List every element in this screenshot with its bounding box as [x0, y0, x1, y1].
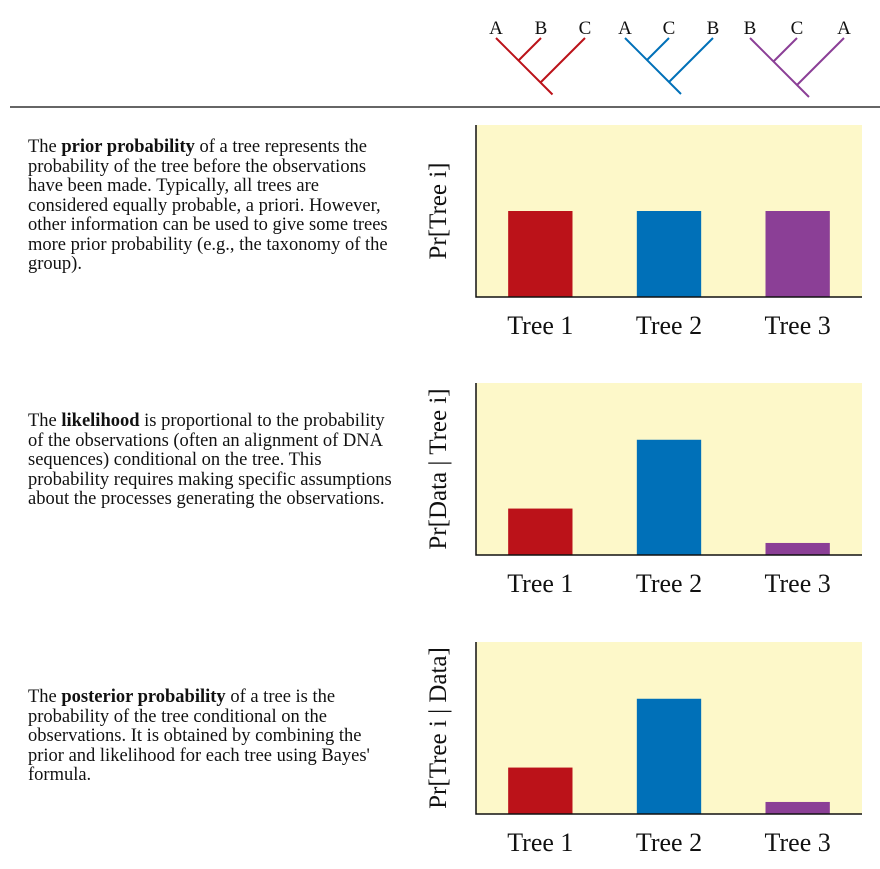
- leaf-label: A: [489, 18, 503, 39]
- leaf-label: A: [618, 18, 632, 39]
- bar: [765, 801, 830, 814]
- bar: [636, 698, 702, 814]
- tree-branch: [624, 37, 714, 95]
- x-tick-label: Tree 3: [765, 828, 831, 857]
- bar: [636, 439, 702, 555]
- text: of a tree is the probability of the tree…: [28, 687, 370, 785]
- bar: [765, 542, 830, 555]
- x-tick-label: Tree 2: [636, 569, 702, 598]
- term: posterior probability: [61, 687, 226, 707]
- x-tick-label: Tree 2: [636, 828, 702, 857]
- text: is proportional to the probability of th…: [28, 411, 392, 509]
- tree-branch: [749, 37, 845, 98]
- x-tick-label: Tree 1: [507, 311, 573, 340]
- leaf-label: B: [744, 18, 757, 39]
- leaf-label: C: [791, 18, 804, 39]
- x-tick-label: Tree 1: [507, 828, 573, 857]
- x-tick-label: Tree 2: [636, 311, 702, 340]
- x-tick-label: Tree 3: [765, 569, 831, 598]
- description: The likelihood is proportional to the pr…: [28, 411, 400, 510]
- y-axis-label: Pr[Tree i]: [425, 163, 452, 260]
- description: The posterior probability of a tree is t…: [28, 687, 400, 786]
- text: The: [28, 411, 62, 431]
- leaf-label: A: [837, 18, 851, 39]
- text: of a tree represents the probability of …: [28, 137, 388, 274]
- x-tick-label: Tree 1: [507, 569, 573, 598]
- bar: [508, 211, 573, 297]
- term: likelihood: [61, 411, 140, 431]
- bar: [508, 767, 573, 814]
- bar: [508, 508, 573, 555]
- y-axis-label: Pr[Data | Tree i]: [425, 388, 452, 549]
- bar: [636, 211, 702, 297]
- description: The prior probability of a tree represen…: [28, 137, 400, 275]
- term: prior probability: [61, 137, 195, 157]
- text: The: [28, 687, 62, 707]
- axis: [475, 125, 862, 298]
- leaf-label: B: [707, 18, 720, 39]
- bar: [765, 211, 830, 297]
- text: The: [28, 137, 62, 157]
- leaf-label: C: [579, 18, 592, 39]
- leaf-label: C: [663, 18, 676, 39]
- x-tick-label: Tree 3: [765, 311, 831, 340]
- axis: [475, 383, 862, 556]
- y-axis-label: Pr[Tree i | Data]: [425, 647, 452, 809]
- tree-branch: [495, 37, 586, 96]
- leaf-label: B: [535, 18, 548, 39]
- axis: [475, 642, 862, 815]
